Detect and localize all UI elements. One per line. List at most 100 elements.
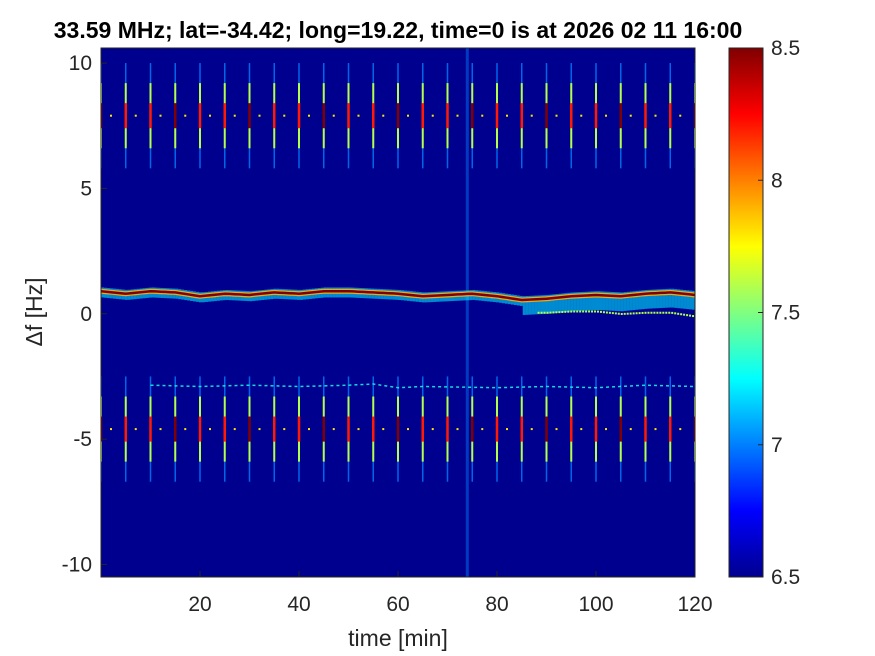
- burst-dot: [456, 114, 459, 117]
- trace-spread: [659, 289, 663, 309]
- trace-scatter: [620, 313, 623, 316]
- trace-scatter: [686, 314, 689, 317]
- trace-spread: [683, 289, 687, 309]
- trace-scatter: [549, 311, 552, 314]
- trace-spread: [611, 291, 615, 311]
- lower-burst: [322, 376, 335, 482]
- trace-scatter: [626, 312, 629, 315]
- lower-burst: [570, 376, 583, 482]
- trace-scatter: [668, 311, 671, 314]
- chart-title: 33.59 MHz; lat=-34.42; long=19.22, time=…: [54, 17, 742, 43]
- trace-scatter: [576, 310, 579, 313]
- y-axis-label: Δf [Hz]: [21, 277, 47, 346]
- trace-spread: [585, 291, 589, 311]
- lower-burst: [471, 376, 484, 482]
- burst-dot: [679, 114, 682, 117]
- lower-burst: [421, 376, 434, 482]
- lower-burst: [149, 376, 162, 482]
- trace-scatter: [552, 311, 555, 314]
- trace-scatter: [564, 310, 567, 313]
- trace-scatter: [650, 311, 653, 314]
- lower-burst: [446, 376, 459, 482]
- y-tick-label: 0: [80, 303, 92, 326]
- trace-spread: [594, 291, 598, 311]
- trace-scatter: [573, 310, 576, 313]
- x-tick-label: 120: [677, 593, 712, 616]
- upper-burst: [471, 63, 484, 169]
- upper-burst: [594, 63, 607, 169]
- trace-scatter: [632, 312, 635, 315]
- trace-spread: [531, 295, 535, 315]
- trace-spread: [605, 291, 609, 311]
- upper-burst: [446, 63, 459, 169]
- burst-dot: [629, 428, 632, 431]
- lower-burst: [174, 376, 187, 482]
- x-tick-label: 20: [188, 593, 211, 616]
- trace-spread: [641, 290, 645, 310]
- trace-spread: [534, 295, 538, 315]
- upper-burst: [669, 63, 682, 169]
- trace-spread: [591, 291, 595, 311]
- trace-spread: [555, 294, 559, 313]
- trace-scatter: [617, 312, 620, 315]
- trace-scatter: [692, 315, 695, 318]
- lower-burst: [545, 376, 558, 482]
- trace-scatter: [656, 311, 659, 314]
- burst-dot: [679, 428, 682, 431]
- burst-dot: [159, 428, 162, 431]
- trace-scatter: [635, 312, 638, 315]
- trace-scatter: [591, 310, 594, 313]
- trace-scatter: [683, 313, 686, 316]
- burst-dot: [159, 114, 162, 117]
- y-tick-label: 5: [80, 177, 92, 200]
- trace-scatter: [644, 311, 647, 314]
- trace-scatter: [537, 311, 540, 314]
- upper-burst: [372, 63, 385, 169]
- lower-burst: [396, 376, 409, 482]
- colorbar-tick-label: 7: [771, 434, 783, 457]
- heatmap-layer: [101, 48, 695, 577]
- lower-burst: [495, 376, 508, 482]
- trace-scatter: [671, 311, 674, 314]
- lower-burst: [223, 376, 236, 482]
- burst-dot: [233, 428, 236, 431]
- x-tick-labels: 20 40 60 80 100 120: [188, 571, 713, 616]
- trace-scatter: [629, 312, 632, 315]
- trace-spread: [671, 288, 675, 308]
- trace-spread: [674, 289, 678, 308]
- burst-dot: [555, 114, 558, 117]
- burst-dot: [258, 428, 261, 431]
- upper-burst: [396, 63, 409, 169]
- weak-trace: [150, 383, 695, 389]
- burst-dot: [308, 114, 310, 117]
- trace-spread: [665, 288, 669, 308]
- trace-scatter: [540, 311, 543, 314]
- trace-scatter: [588, 310, 591, 313]
- trace-scatter: [546, 311, 549, 314]
- trace-spread: [570, 292, 574, 312]
- trace-spread: [623, 292, 627, 311]
- trace-spread: [629, 291, 633, 311]
- trace-spread: [653, 289, 657, 309]
- upper-burst: [198, 63, 211, 169]
- lower-burst: [347, 376, 360, 482]
- upper-burst: [570, 63, 583, 169]
- burst-dot: [456, 428, 459, 431]
- trace-scatter: [662, 311, 665, 314]
- burst-dot: [184, 428, 187, 431]
- trace-spread: [567, 292, 571, 312]
- trace-spread: [537, 295, 541, 315]
- burst-dot: [605, 114, 607, 117]
- trace-spread: [638, 290, 642, 310]
- trace-scatter: [653, 311, 656, 314]
- trace-spread: [647, 289, 651, 309]
- trace-scatter: [585, 310, 588, 313]
- trace-scatter: [570, 310, 573, 313]
- trace-spread: [588, 291, 592, 311]
- upper-burst: [248, 63, 261, 169]
- upper-burst: [545, 63, 558, 169]
- burst-dot: [134, 114, 137, 117]
- trace-scatter: [596, 310, 599, 313]
- colorbar-tick-label: 8: [771, 169, 783, 192]
